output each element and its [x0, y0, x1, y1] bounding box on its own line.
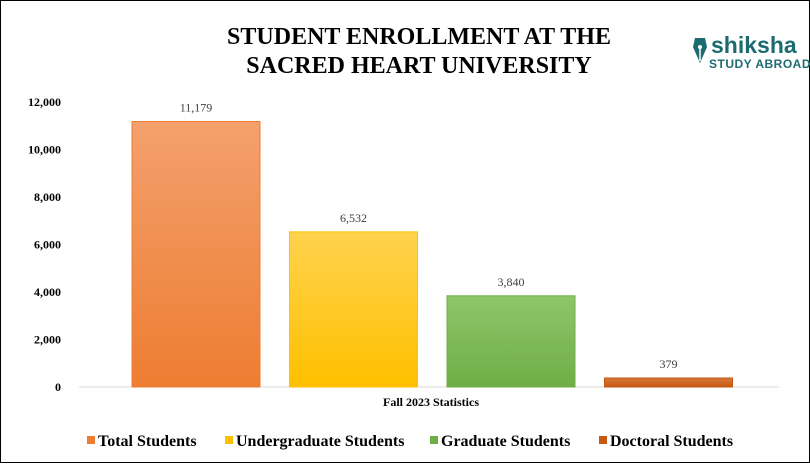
legend-swatch-graduate-students [430, 436, 438, 444]
data-labels-group: 11,179 6,532 3,840 379 [180, 100, 678, 371]
y-tick-label: 4,000 [34, 285, 61, 299]
bar-doctoral-students [604, 377, 733, 388]
logo-wordmark: shiksha [711, 32, 797, 58]
y-tick-label: 2,000 [34, 333, 61, 347]
y-tick-label: 0 [55, 380, 61, 394]
y-tick-label: 12,000 [28, 95, 61, 109]
y-tick-label: 10,000 [28, 143, 61, 157]
bar-graduate-students [446, 295, 576, 388]
bar-total-students [131, 120, 261, 388]
y-axis: 0 2,000 4,000 6,000 8,000 10,000 12,000 [28, 95, 61, 394]
bars-group [131, 120, 733, 388]
bar-undergraduate-students [289, 231, 418, 388]
data-label-doctoral-students: 379 [660, 357, 678, 371]
chart-title-line-2: SACRED HEART UNIVERSITY [246, 53, 591, 79]
pen-nib-icon [693, 38, 707, 63]
legend-label-total-students: Total Students [98, 433, 197, 450]
legend-label-undergraduate-students: Undergraduate Students [236, 433, 404, 450]
y-tick-label: 8,000 [34, 190, 61, 204]
chart-title-line-1: STUDENT ENROLLMENT AT THE [227, 24, 611, 50]
legend-label-graduate-students: Graduate Students [441, 433, 570, 450]
legend-swatch-undergraduate-students [225, 436, 233, 444]
logo-tagline: STUDY ABROAD [709, 57, 810, 71]
legend-swatch-total-students [87, 436, 95, 444]
legend: Total Students Undergraduate Students Grad… [87, 433, 733, 450]
data-label-undergraduate-students: 6,532 [340, 211, 367, 225]
data-label-total-students: 11,179 [180, 100, 213, 114]
legend-label-doctoral-students: Doctoral Students [610, 433, 733, 450]
y-tick-label: 6,000 [34, 238, 61, 252]
data-label-graduate-students: 3,840 [498, 275, 525, 289]
shiksha-logo: shiksha STUDY ABROAD [693, 32, 810, 71]
x-category-label: Fall 2023 Statistics [383, 395, 479, 409]
legend-swatch-doctoral-students [599, 436, 607, 444]
